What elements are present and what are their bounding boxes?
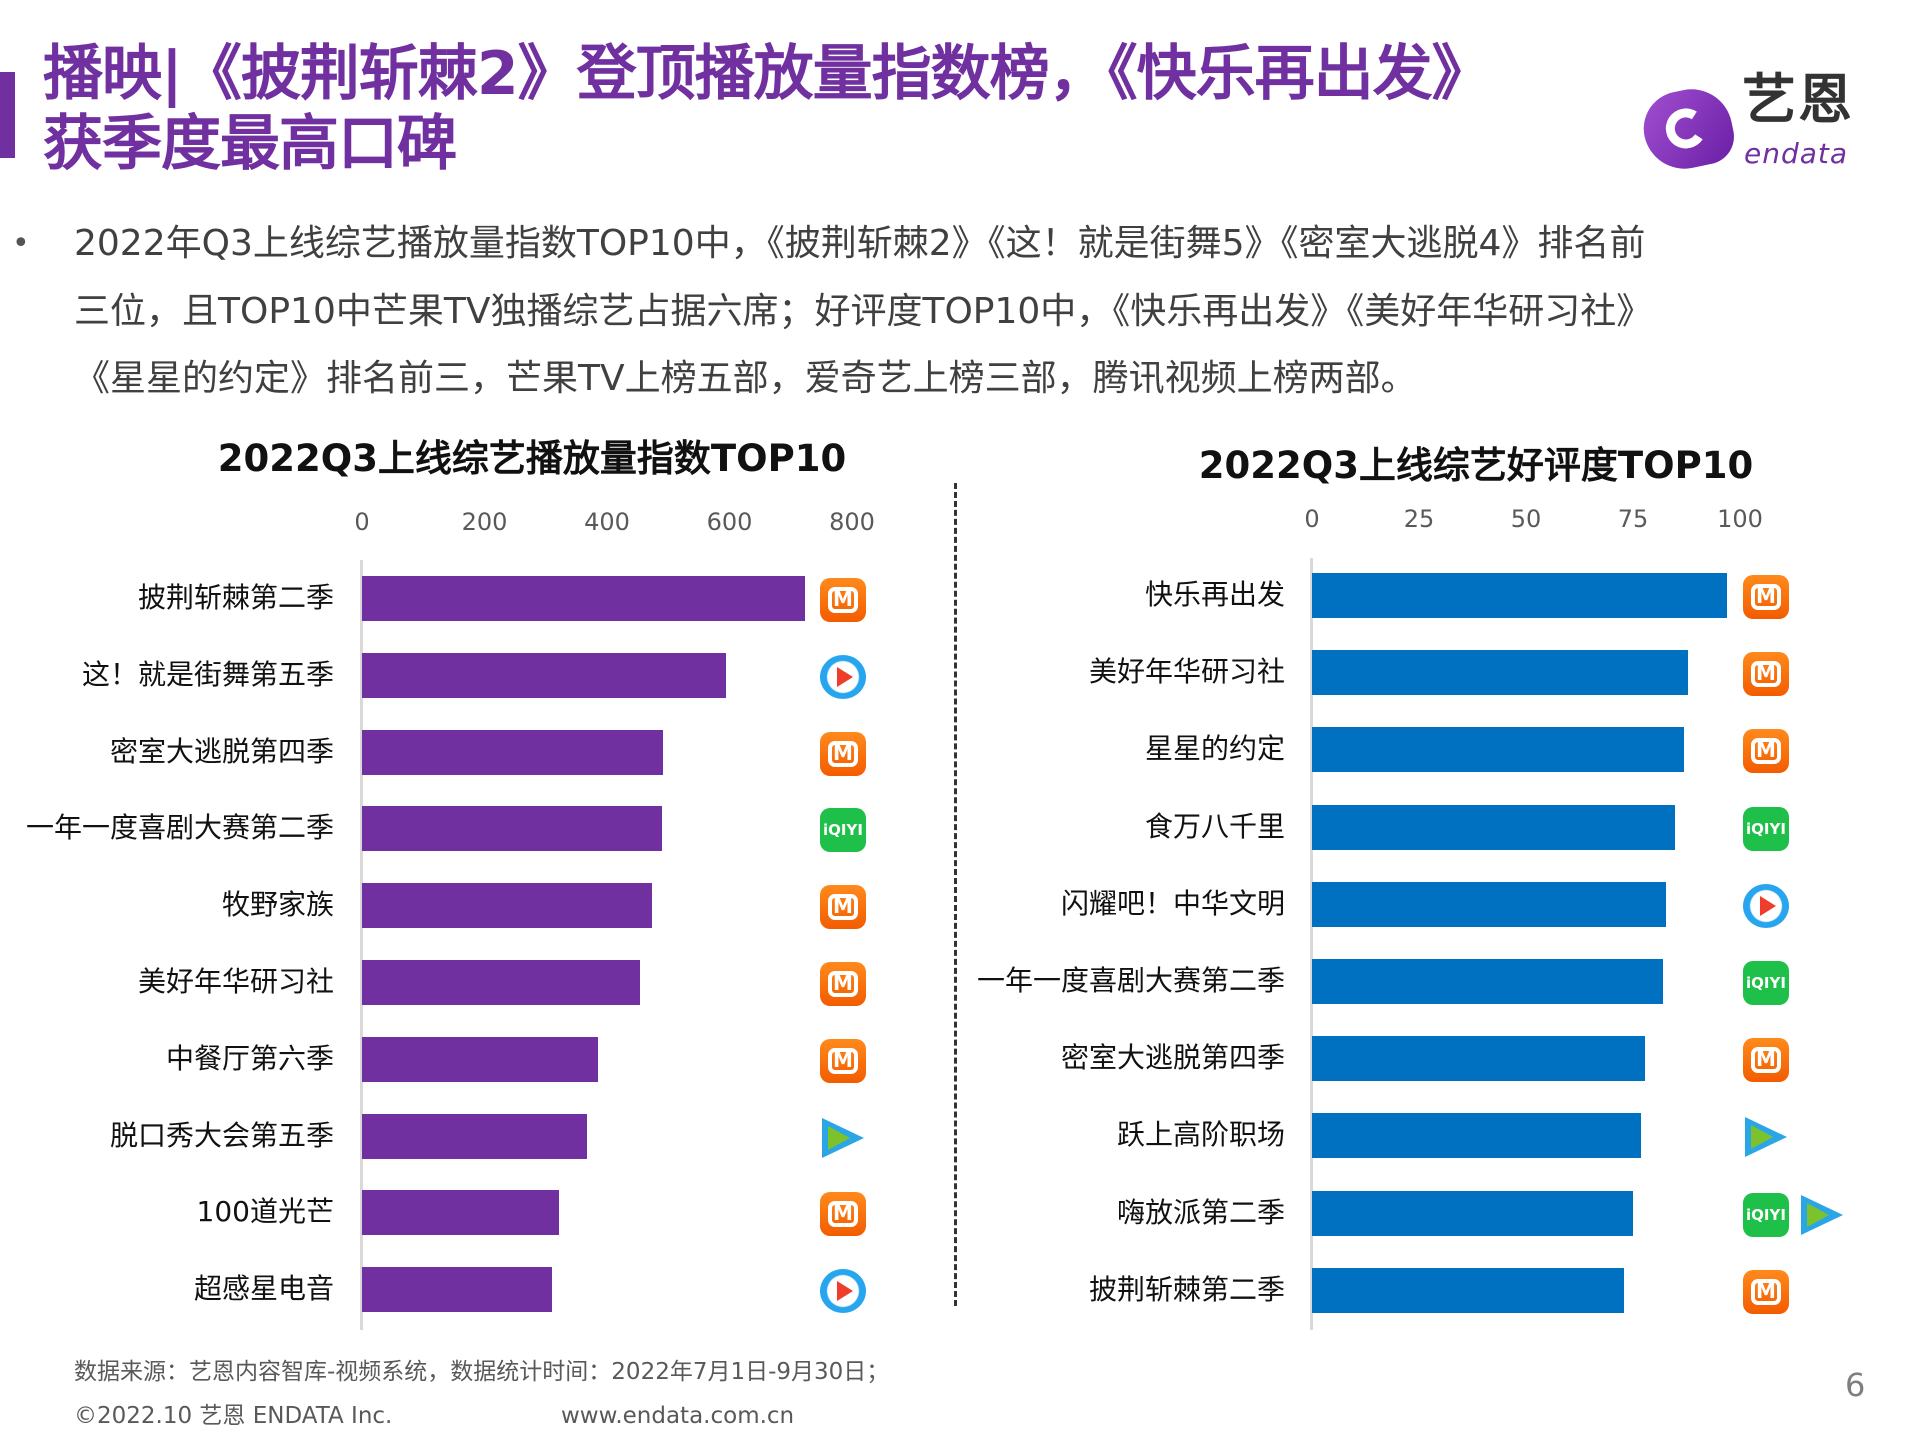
logo-en-text: endata [1744, 137, 1849, 170]
y-axis-line [360, 560, 363, 1330]
category-label: 密室大逃脱第四季 [109, 734, 334, 768]
bar [362, 960, 641, 1005]
category-label: 食万八千里 [1144, 809, 1285, 843]
bar [362, 576, 805, 621]
copyright: ©2022.10 艺恩 ENDATA Inc. [74, 1403, 393, 1429]
endata-e-icon [1636, 81, 1740, 177]
youku-icon [1743, 883, 1789, 928]
youku-icon [820, 1269, 866, 1314]
mgtv-icon [1743, 652, 1789, 697]
summary-line-1: 2022年Q3上线综艺播放量指数TOP10中，《披荆斩棘2》《这！就是街舞5》《… [74, 223, 1646, 264]
bar [362, 883, 652, 929]
category-label: 一年一度喜剧大赛第二季 [25, 811, 334, 845]
page-title-line1: 播映|《披荆斩棘2》登顶播放量指数榜，《快乐再出发》 [43, 39, 1492, 109]
y-axis-line [1310, 558, 1313, 1330]
iqiyi-icon: iQIYI [820, 808, 866, 853]
bar [362, 1036, 598, 1082]
bar [1312, 727, 1684, 773]
iqiyi-icon: iQIYI [1743, 961, 1789, 1005]
endata-logo: 艺恩 endata [1636, 72, 1869, 177]
bar [1312, 650, 1688, 696]
logo-cn-text: 艺恩 [1742, 68, 1854, 131]
title-accent-bar [0, 72, 15, 158]
x-tick-label: 50 [1510, 505, 1542, 533]
bar [362, 729, 663, 775]
category-label: 美好年华研习社 [1088, 655, 1285, 689]
x-tick-label: 0 [354, 508, 370, 536]
iqiyi-icon: iQIYI [1743, 1192, 1789, 1237]
iqiyi-icon: iQIYI [1743, 806, 1789, 851]
mgtv-icon [820, 1038, 866, 1083]
mgtv-icon [1743, 1038, 1789, 1083]
bar [1312, 804, 1675, 850]
bar [1312, 959, 1663, 1004]
x-tick-label: 600 [706, 508, 753, 536]
summary-line-2: 三位，且TOP10中芒果TV独播综艺占据六席；好评度TOP10中，《快乐再出发》… [74, 291, 1653, 332]
bar [362, 1113, 587, 1159]
category-label: 100道光芒 [196, 1195, 334, 1229]
category-label: 超感星电音 [193, 1272, 334, 1306]
website-link[interactable]: www.endata.com.cn [561, 1403, 795, 1429]
category-label: 牧野家族 [221, 888, 334, 922]
mgtv-icon [820, 1192, 866, 1237]
bar [1312, 1036, 1645, 1082]
bar [1312, 1113, 1641, 1159]
data-source-note: 数据来源：艺恩内容智库-视频系统，数据统计时间：2022年7月1日-9月30日； [74, 1359, 890, 1385]
x-tick-label: 800 [829, 508, 875, 536]
category-label: 披荆斩棘第二季 [137, 581, 334, 614]
mgtv-icon [1743, 729, 1789, 774]
chart-divider [954, 483, 957, 1306]
x-tick-label: 400 [584, 508, 630, 536]
summary-line-3: 《星星的约定》排名前三，芒果TV上榜五部，爱奇艺上榜三部，腾讯视频上榜两部。 [74, 358, 1417, 399]
x-tick-label: 200 [461, 508, 508, 536]
bar [1312, 881, 1667, 927]
category-label: 密室大逃脱第四季 [1060, 1041, 1285, 1075]
category-label: 星星的约定 [1144, 732, 1285, 766]
bar [1312, 1267, 1624, 1313]
mgtv-icon [820, 962, 866, 1006]
bar [362, 1190, 560, 1236]
category-label: 中餐厅第六季 [165, 1041, 334, 1075]
category-label: 美好年华研习社 [137, 965, 334, 998]
mgtv-icon [1743, 575, 1789, 619]
category-label: 嗨放派第二季 [1116, 1195, 1285, 1229]
tencent-video-icon [1743, 1115, 1789, 1159]
right-chart-title: 2022Q3上线综艺好评度TOP10 [1198, 444, 1754, 487]
bar [362, 652, 727, 698]
left-chart-title: 2022Q3上线综艺播放量指数TOP10 [217, 437, 847, 480]
page-title-line2: 获季度最高口碑 [43, 109, 457, 179]
category-label: 披荆斩棘第二季 [1088, 1272, 1285, 1306]
bar [1312, 1190, 1633, 1236]
tencent-video-icon [820, 1116, 866, 1160]
category-label: 快乐再出发 [1144, 578, 1285, 611]
bar [362, 806, 663, 852]
bar [362, 1267, 553, 1313]
category-label: 这！就是街舞第五季 [81, 657, 334, 691]
mgtv-icon [820, 731, 866, 776]
x-tick-label: 75 [1617, 505, 1649, 533]
mgtv-icon [820, 578, 866, 622]
x-tick-label: 0 [1304, 505, 1320, 533]
youku-icon [820, 654, 866, 699]
bullet-point: • [12, 226, 30, 261]
mgtv-icon [1743, 1269, 1789, 1314]
category-label: 闪耀吧！中华文明 [1060, 886, 1285, 920]
tencent-video-icon [1799, 1193, 1845, 1237]
page-number: 6 [1845, 1366, 1866, 1404]
x-tick-label: 100 [1717, 505, 1763, 533]
category-label: 脱口秀大会第五季 [109, 1118, 334, 1152]
bar [1312, 573, 1727, 618]
mgtv-icon [820, 885, 866, 930]
category-label: 一年一度喜剧大赛第二季 [976, 964, 1285, 997]
category-label: 跃上高阶职场 [1116, 1118, 1285, 1152]
x-tick-label: 25 [1403, 505, 1435, 533]
